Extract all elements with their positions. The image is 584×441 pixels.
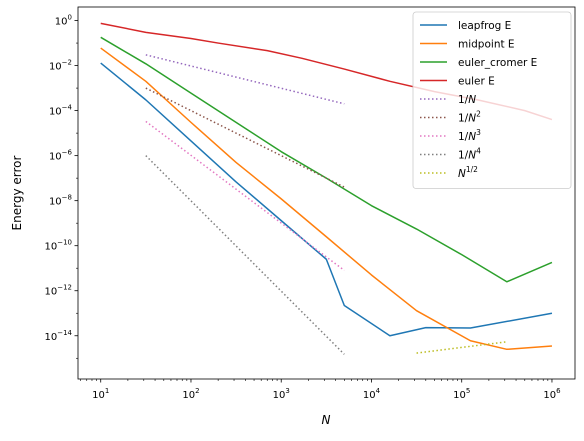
x-tick-label: 101 xyxy=(92,387,109,401)
y-tick-label: 10−10 xyxy=(44,239,72,253)
y-tick-label: 10−2 xyxy=(49,59,72,73)
legend-box xyxy=(412,11,572,189)
series-line-1-n-2 xyxy=(145,87,345,188)
legend-label-1-n-3: 1/N3 xyxy=(458,128,481,143)
x-tick-label: 102 xyxy=(182,387,199,401)
x-tick-label: 103 xyxy=(273,387,290,401)
x-tick-label: 105 xyxy=(453,387,470,401)
legend-label-n-1-2: N1/2 xyxy=(458,165,478,180)
y-axis-label: Energy error xyxy=(10,156,24,231)
axis-ticks: 101 102 103 104 105 106 100 10−2 10−4 10−6 10−8 10−… xyxy=(44,14,561,401)
legend-label-euler-cromer-e: euler_cromer E xyxy=(458,57,537,69)
series-line-midpoint-e xyxy=(100,47,553,351)
legend: leapfrog E midpoint E euler_cromer E euler … xyxy=(412,11,572,189)
plot-frame xyxy=(77,6,576,380)
legend-label-midpoint-e: midpoint E xyxy=(458,39,515,51)
legend-label-1-n-4: 1/N4 xyxy=(458,147,481,162)
series-line-1-n-4 xyxy=(145,155,345,355)
x-axis-label: N xyxy=(322,413,331,427)
legend-label-euler-e: euler E xyxy=(458,76,495,88)
y-tick-label: 10−6 xyxy=(49,149,73,163)
legend-label-1-n-2: 1/N2 xyxy=(458,110,481,125)
x-tick-label: 104 xyxy=(363,387,381,401)
y-tick-label: 10−14 xyxy=(44,329,72,343)
series-line-1-n-3 xyxy=(145,120,345,271)
y-tick-label: 100 xyxy=(55,14,72,28)
x-tick-label: 106 xyxy=(543,387,561,401)
series-line-n-1-2 xyxy=(416,341,507,354)
y-tick-label: 10−4 xyxy=(49,104,73,118)
y-tick-label: 10−8 xyxy=(49,194,72,208)
series-line-euler-cromer-e xyxy=(100,36,553,283)
y-tick-label: 10−12 xyxy=(44,284,72,298)
series-layer xyxy=(100,22,553,355)
legend-label-1-n: 1/N xyxy=(458,94,476,106)
series-line-leapfrog-e xyxy=(100,62,553,337)
legend-label-leapfrog-e: leapfrog E xyxy=(458,20,511,32)
